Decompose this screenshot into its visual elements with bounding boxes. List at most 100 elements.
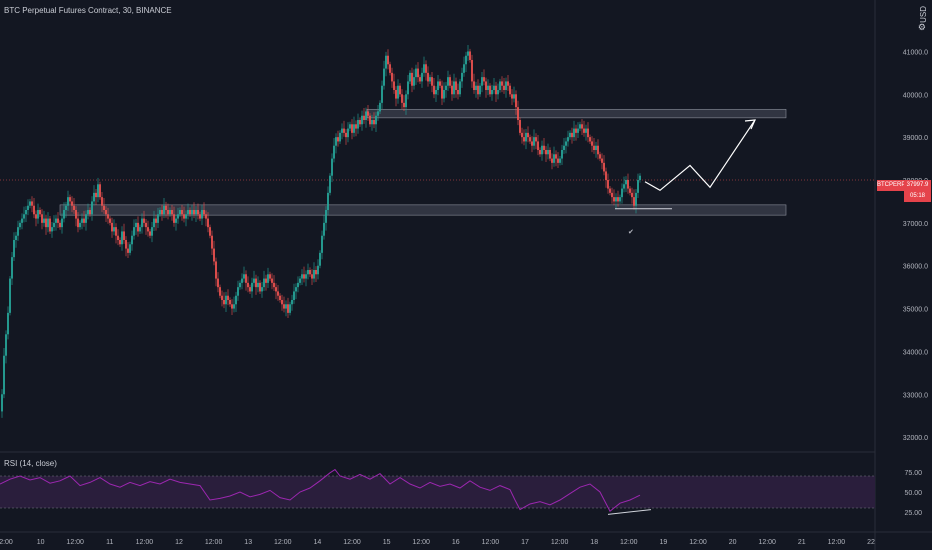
candle-body (631, 192, 633, 198)
candle-body (571, 132, 573, 138)
candle-body (37, 210, 39, 219)
time-axis-label: 17 (521, 539, 529, 546)
candle-body (45, 218, 47, 228)
candle-body (489, 85, 491, 95)
candle-body (223, 300, 225, 305)
candle-body (181, 210, 183, 215)
candle-body (239, 282, 241, 288)
candle-body (39, 210, 41, 215)
candle-body (617, 197, 619, 202)
candle-body (381, 85, 383, 103)
candle-body (619, 197, 621, 202)
last-price-value: 37997.9 (904, 180, 931, 191)
projection-arrowhead (744, 119, 756, 130)
candle-body (113, 227, 115, 232)
candle-body (593, 145, 595, 150)
candle-body (551, 158, 553, 163)
candle-body (287, 304, 289, 313)
candle-body (327, 192, 329, 210)
candle-body (451, 85, 453, 95)
candle-body (385, 55, 387, 69)
zone-resistance (366, 108, 787, 119)
candle-body (523, 137, 525, 142)
candle-body (497, 90, 499, 95)
candle-body (529, 137, 531, 142)
time-axis-label: 12:00 (551, 539, 569, 546)
candle-body (557, 158, 559, 163)
candle-body (573, 128, 575, 138)
candle-body (487, 85, 489, 90)
candle-body (285, 304, 287, 309)
candle-body (241, 278, 243, 283)
candle-body (53, 222, 55, 228)
candle-body (125, 240, 127, 249)
candle-body (383, 68, 385, 86)
candle-body (333, 145, 335, 159)
candle-body (197, 210, 199, 215)
candle-body (427, 72, 429, 82)
candle-body (469, 51, 471, 60)
candle-body (157, 214, 159, 223)
gear-icon[interactable]: ⚙ (917, 22, 926, 32)
candle-body (245, 274, 247, 283)
candle-body (161, 210, 163, 215)
candle-body (341, 128, 343, 133)
candle-body (199, 214, 201, 219)
candle-body (575, 128, 577, 133)
candle-body (159, 210, 161, 215)
candle-body (357, 120, 359, 129)
candle-body (111, 222, 113, 232)
time-axis-label: 12:00 (620, 539, 638, 546)
candle-body (395, 90, 397, 99)
candle-body (369, 115, 371, 125)
candle-body (425, 64, 427, 73)
candle-body (153, 218, 155, 228)
candle-body (565, 141, 567, 146)
candle-body (521, 132, 523, 138)
candle-body (127, 248, 129, 253)
candle-body (413, 77, 415, 86)
candle-body (541, 145, 543, 155)
candle-body (207, 218, 209, 228)
candle-body (203, 210, 205, 215)
candle-body (457, 90, 459, 95)
rsi-title: RSI (14, close) (4, 459, 57, 468)
candle-body (271, 278, 273, 283)
price-axis-label: 32000.0 (903, 435, 928, 442)
candle-body (531, 141, 533, 146)
candle-body (17, 227, 19, 236)
candle-body (583, 128, 585, 133)
candle-body (485, 81, 487, 90)
candle-body (535, 137, 537, 142)
candle-body (339, 132, 341, 142)
candle-body (307, 270, 309, 275)
candle-body (145, 222, 147, 228)
candle-body (449, 77, 451, 86)
candle-body (281, 300, 283, 305)
candle-body (211, 235, 213, 249)
candle-body (293, 291, 295, 300)
candle-body (361, 115, 363, 125)
candle-body (629, 188, 631, 193)
candle-body (467, 51, 469, 56)
candle-body (137, 222, 139, 232)
time-axis-label: 20 (729, 539, 737, 546)
candle-body (115, 227, 117, 236)
candle-body (501, 81, 503, 86)
candle-body (513, 94, 515, 99)
candle-body (621, 188, 623, 198)
candle-body (131, 235, 133, 245)
candle-body (89, 210, 91, 215)
candle-body (27, 205, 29, 210)
candle-body (163, 205, 165, 215)
candle-body (421, 72, 423, 82)
candle-body (393, 81, 395, 90)
time-axis-label: 18 (590, 539, 598, 546)
candle-body (473, 81, 475, 90)
candle-body (435, 90, 437, 95)
candle-body (177, 214, 179, 219)
candle-body (143, 218, 145, 223)
candle-body (615, 197, 617, 202)
candle-body (187, 210, 189, 215)
